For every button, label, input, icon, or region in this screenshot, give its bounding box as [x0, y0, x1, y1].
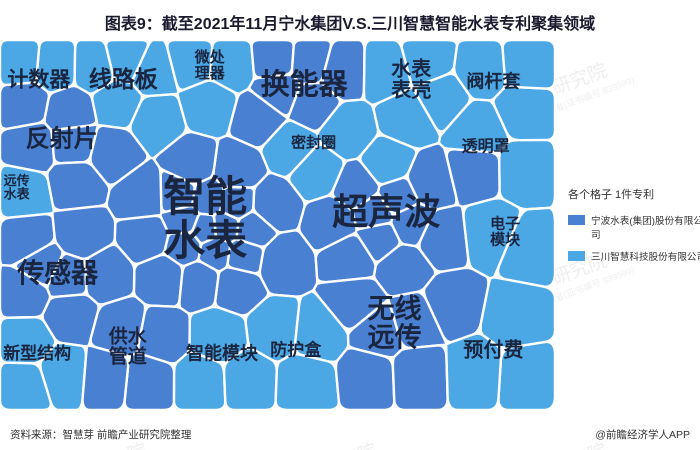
- svg-text:传感器: 传感器: [16, 257, 99, 288]
- svg-text:水表: 水表: [4, 186, 31, 201]
- svg-text:模块: 模块: [490, 230, 521, 248]
- svg-text:密封圈: 密封圈: [291, 134, 336, 152]
- svg-text:水表: 水表: [391, 57, 432, 81]
- svg-text:水表: 水表: [163, 217, 247, 264]
- svg-text:线路板: 线路板: [89, 66, 159, 92]
- svg-text:新型结构: 新型结构: [3, 343, 71, 363]
- svg-text:供水: 供水: [108, 324, 148, 347]
- svg-text:无线: 无线: [368, 294, 422, 324]
- svg-text:预付费: 预付费: [463, 337, 523, 361]
- svg-text:远传: 远传: [368, 323, 422, 353]
- svg-text:透明罩: 透明罩: [462, 138, 510, 156]
- svg-text:智能: 智能: [163, 173, 247, 220]
- svg-text:反射片: 反射片: [26, 126, 98, 153]
- svg-text:阀杆套: 阀杆套: [466, 71, 520, 92]
- svg-text:理器: 理器: [195, 65, 226, 82]
- svg-text:微处: 微处: [194, 48, 226, 66]
- svg-text:计数器: 计数器: [7, 69, 71, 92]
- svg-text:换能器: 换能器: [261, 68, 349, 101]
- svg-text:表壳: 表壳: [391, 78, 431, 102]
- svg-text:智能模块: 智能模块: [186, 342, 259, 363]
- svg-text:管道: 管道: [109, 344, 147, 367]
- svg-text:防护盒: 防护盒: [270, 340, 322, 360]
- svg-text:超声波: 超声波: [332, 191, 440, 232]
- svg-text:电子: 电子: [490, 215, 520, 233]
